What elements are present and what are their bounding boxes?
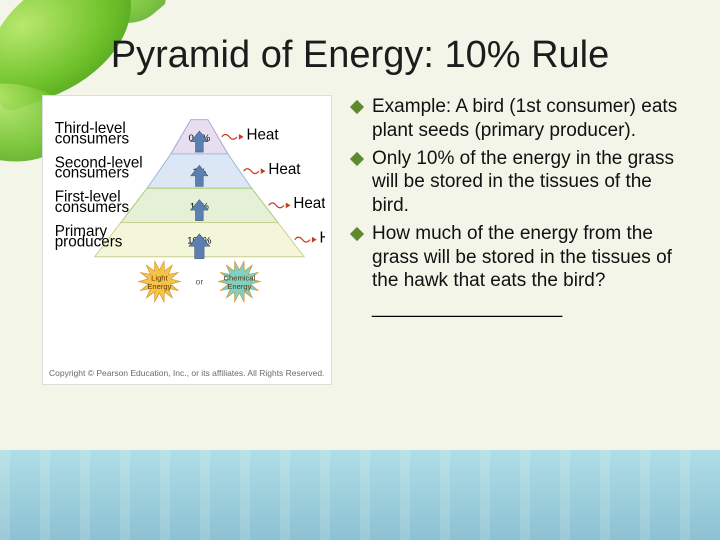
svg-text:Energy: Energy bbox=[227, 282, 251, 291]
svg-text:consumers: consumers bbox=[55, 130, 130, 147]
svg-text:Energy: Energy bbox=[147, 282, 171, 291]
bullet-item: Example: A bird (1st consumer) eats plan… bbox=[350, 95, 678, 143]
svg-text:consumers: consumers bbox=[55, 165, 130, 182]
svg-text:consumers: consumers bbox=[55, 199, 130, 216]
slide: Pyramid of Energy: 10% Rule 0.1%Third-le… bbox=[0, 0, 720, 540]
bullet-text: How much of the energy from the grass wi… bbox=[372, 223, 672, 292]
bullet-item: How much of the energy from the grass wi… bbox=[350, 222, 678, 293]
bullet-text: Example: A bird (1st consumer) eats plan… bbox=[372, 96, 677, 141]
svg-text:Heat: Heat bbox=[268, 161, 301, 178]
slide-title: Pyramid of Energy: 10% Rule bbox=[42, 34, 678, 77]
svg-text:Heat: Heat bbox=[320, 229, 325, 246]
bullet-text: Only 10% of the energy in the grass will… bbox=[372, 148, 674, 217]
svg-text:or: or bbox=[196, 276, 204, 286]
pyramid-svg: 0.1%Third-levelconsumersHeat1%Second-lev… bbox=[49, 102, 325, 362]
slide-content: 0.1%Third-levelconsumersHeat1%Second-lev… bbox=[42, 95, 678, 385]
bullet-list: Example: A bird (1st consumer) eats plan… bbox=[350, 95, 678, 293]
svg-text:Heat: Heat bbox=[293, 195, 325, 212]
svg-text:producers: producers bbox=[55, 233, 123, 250]
figure-copyright: Copyright © Pearson Education, Inc., or … bbox=[49, 368, 325, 378]
bullet-list-container: Example: A bird (1st consumer) eats plan… bbox=[350, 95, 678, 319]
bullet-item: Only 10% of the energy in the grass will… bbox=[350, 147, 678, 218]
answer-blank: __________________ bbox=[350, 297, 678, 319]
svg-text:Heat: Heat bbox=[246, 127, 279, 144]
pyramid-figure: 0.1%Third-levelconsumersHeat1%Second-lev… bbox=[42, 95, 332, 385]
